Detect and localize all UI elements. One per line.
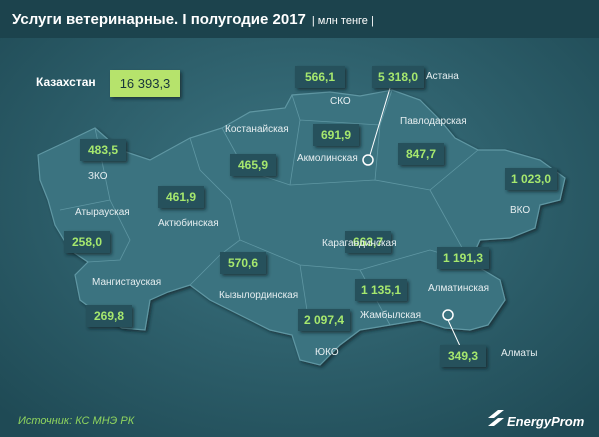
region-name: Алматинская [428, 283, 489, 294]
value-box [230, 154, 276, 176]
region-name: Астана [426, 71, 459, 82]
value-box [345, 231, 391, 253]
total-label: Казахстан [36, 75, 96, 89]
region-value: 1 023,0 [511, 172, 551, 186]
region-name: ЮКО [315, 347, 339, 358]
region-name: Мангистауская [92, 277, 161, 288]
value-box [505, 168, 557, 190]
source: Источник: КС МНЭ РК [18, 415, 135, 427]
region-name: Костанайская [225, 124, 289, 135]
value-box [398, 143, 444, 165]
region-value: 566,1 [305, 70, 335, 84]
regions: 566,1 СКО 5 318,0 Астана 847,7 Павлодарская 46… [64, 66, 557, 367]
region-name: Алматы [501, 348, 538, 359]
value-box [372, 66, 424, 88]
value-box [355, 279, 407, 301]
region-value: 465,9 [238, 158, 268, 172]
region-value: 847,7 [406, 147, 436, 161]
region-value: 1 191,3 [443, 251, 483, 265]
region-value: 691,9 [321, 128, 351, 142]
region-value: 269,8 [94, 309, 124, 323]
region-value: 663,7 [353, 235, 383, 249]
title: Услуги ветеринарные. I полугодие 2017 | м… [12, 11, 374, 28]
region-value: 461,9 [166, 190, 196, 204]
astana-marker [362, 154, 374, 166]
region-name: Атырауская [75, 207, 130, 218]
almaty-pointer [447, 319, 461, 347]
value-box [220, 252, 266, 274]
total-box [110, 70, 180, 97]
region-name: ВКО [510, 205, 530, 216]
logo: EnergyProm [507, 414, 585, 429]
title-bar [0, 0, 599, 38]
value-box [86, 305, 132, 327]
value-box [158, 186, 204, 208]
astana-pointer [369, 87, 391, 156]
value-box [437, 247, 489, 269]
region-name: СКО [330, 96, 351, 107]
region-name: Павлодарская [400, 116, 467, 127]
region-value: 258,0 [72, 235, 102, 249]
region-value: 5 318,0 [378, 70, 418, 84]
region-name: ЗКО [88, 171, 108, 182]
region-value: 483,5 [88, 143, 118, 157]
region-value: 349,3 [448, 349, 478, 363]
region-name: Карагандинская [322, 238, 397, 249]
region-value: 2 097,4 [304, 313, 344, 327]
value-box [80, 139, 126, 161]
region-name: Кызылординская [219, 290, 298, 301]
value-box [440, 345, 486, 367]
logo-icon [488, 410, 504, 426]
region-value: 1 135,1 [361, 283, 401, 297]
value-box [313, 124, 359, 146]
total-value: 16 393,3 [120, 76, 171, 91]
region-value: 570,6 [228, 256, 258, 270]
region-name: Жамбылская [360, 309, 421, 321]
value-box [298, 309, 350, 331]
region-name: Актюбинская [158, 217, 219, 229]
title-text: Услуги ветеринарные. I полугодие 2017 [12, 11, 306, 28]
value-box [295, 66, 345, 88]
region-name: Акмолинская [297, 153, 358, 164]
value-box [64, 231, 110, 253]
unit: | млн тенге | [312, 15, 374, 27]
